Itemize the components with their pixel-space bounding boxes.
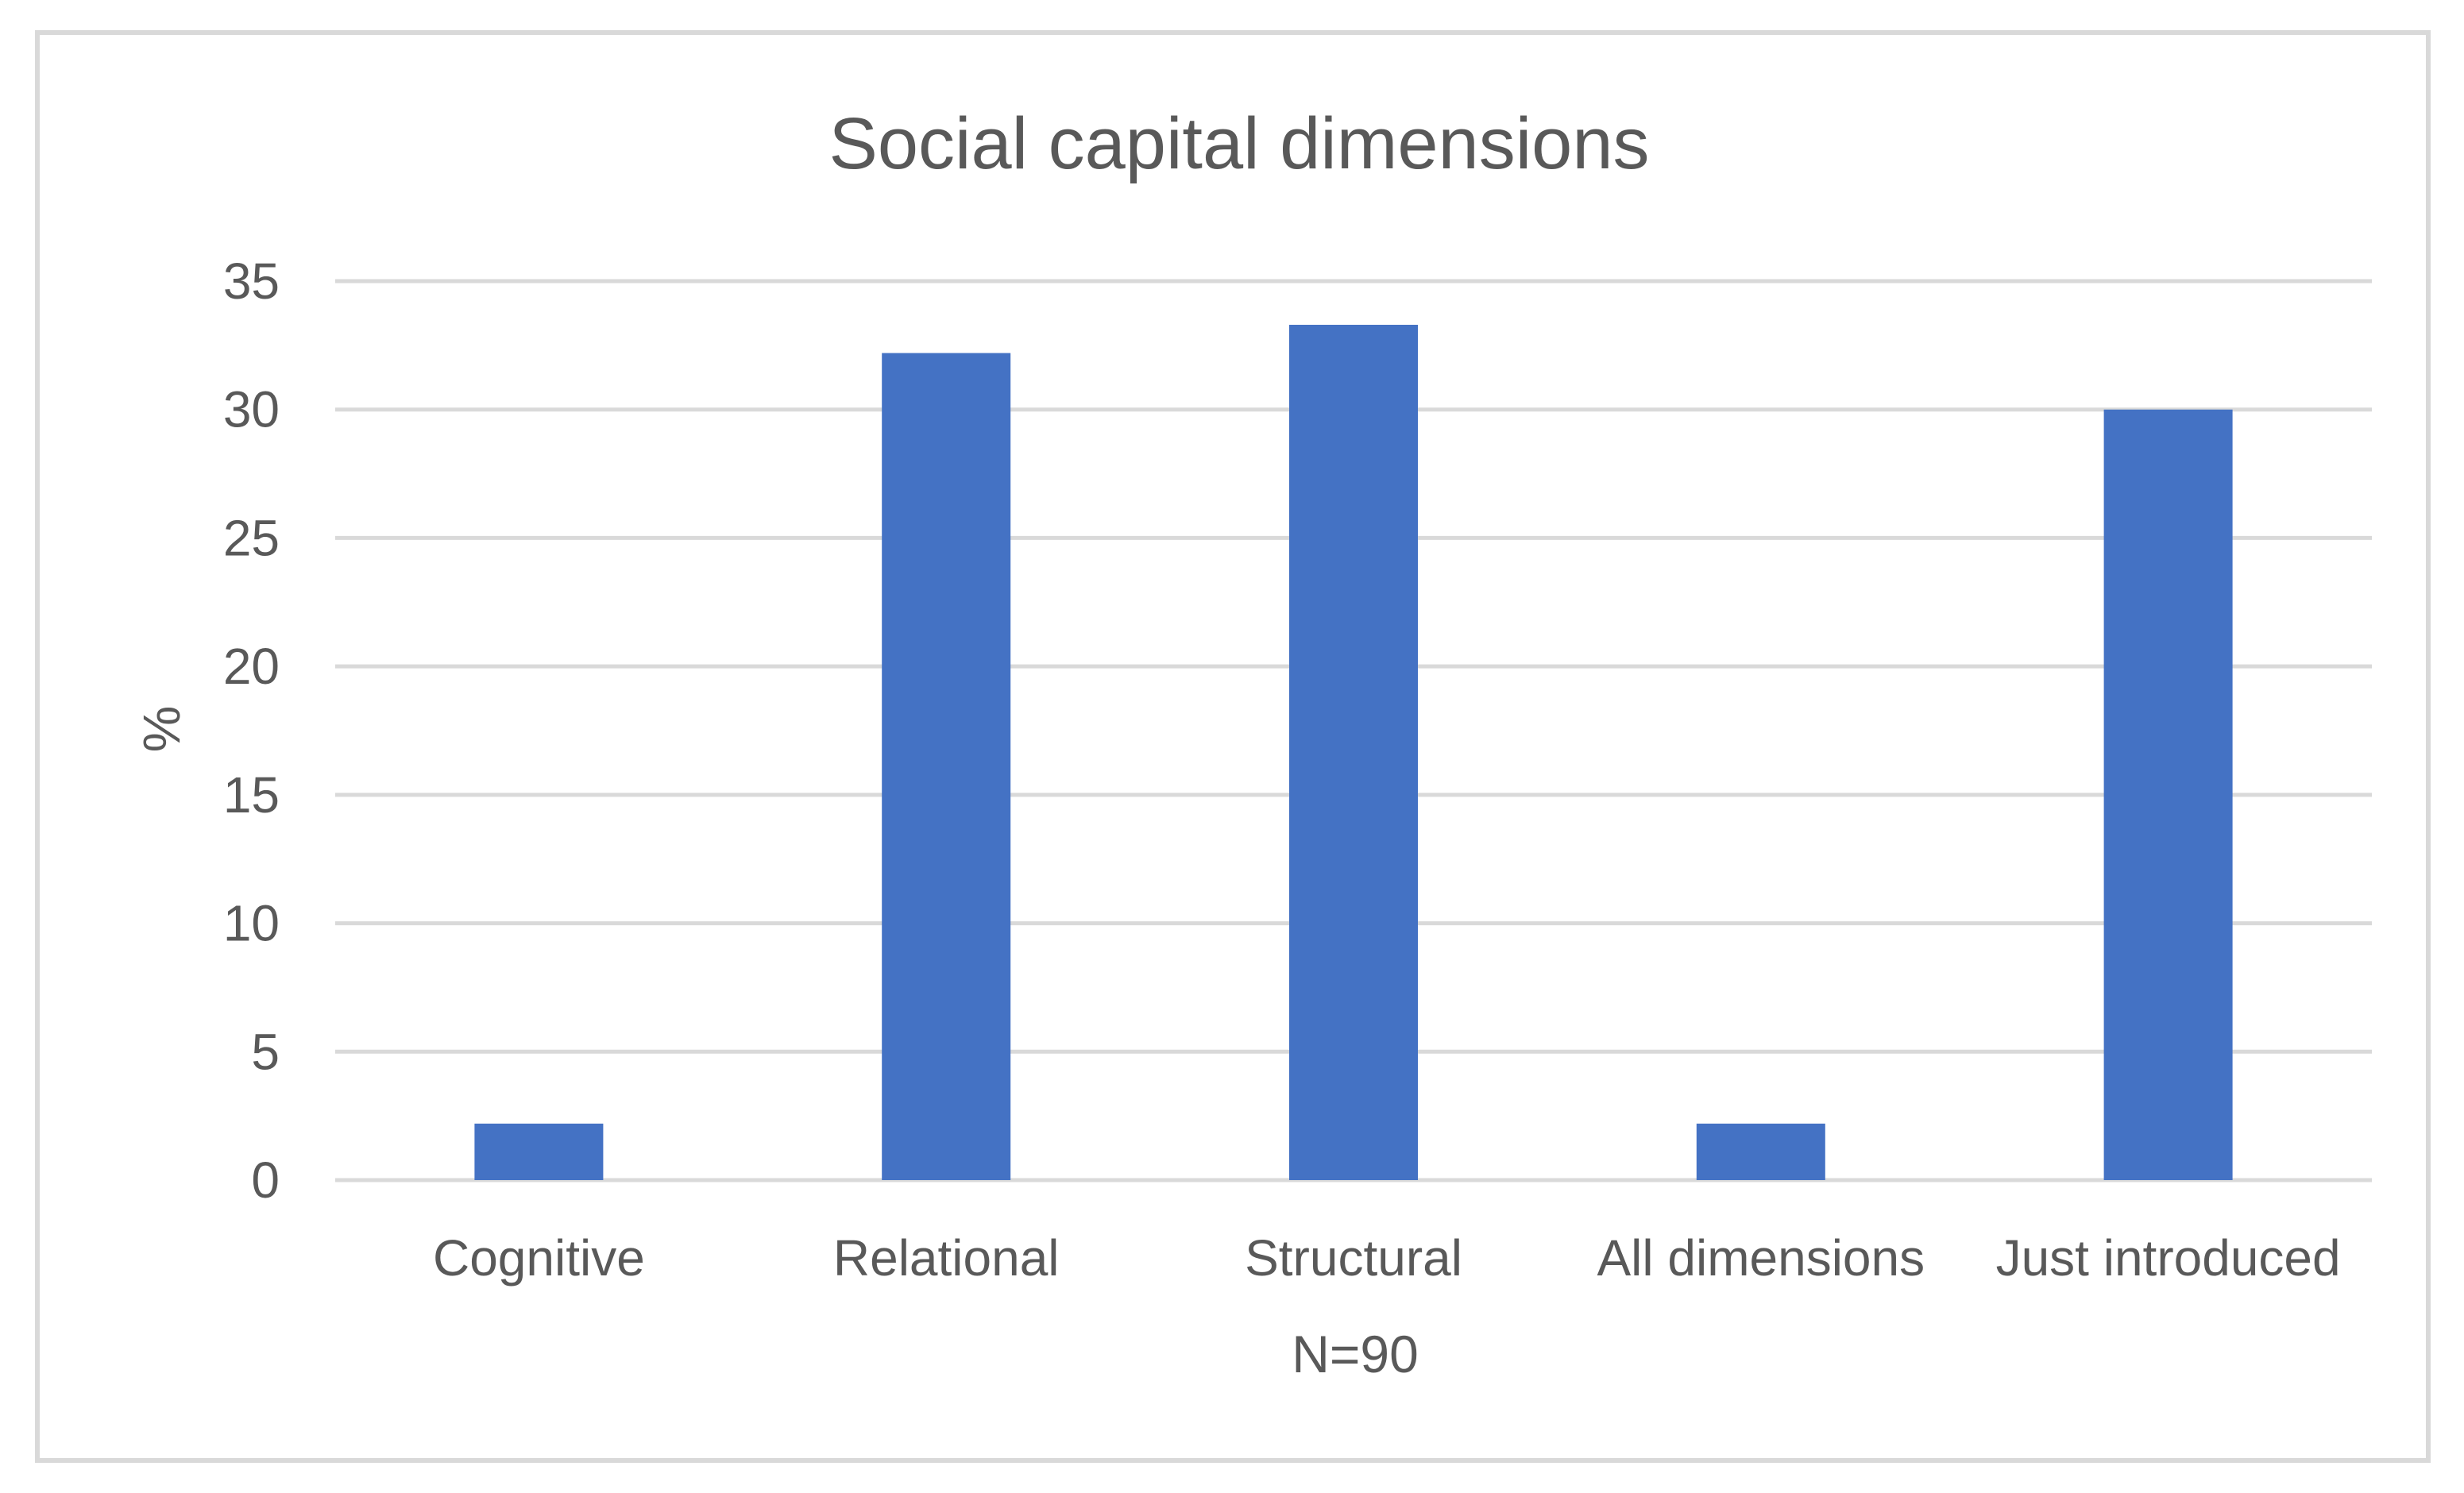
bar-all-dimensions [1696, 1123, 1825, 1180]
y-tick-label: 15 [223, 766, 280, 824]
x-tick-label: Relational [833, 1229, 1060, 1287]
y-axis-title: % [132, 706, 191, 753]
x-tick-label: Structural [1245, 1229, 1462, 1287]
bar-relational [882, 353, 1011, 1180]
chart-frame [35, 30, 2431, 1463]
bar-just-introduced [2103, 409, 2233, 1180]
x-tick-label: All dimensions [1597, 1229, 1925, 1287]
y-tick-label: 20 [223, 638, 280, 695]
y-tick-label: 30 [223, 381, 280, 438]
chart-title: Social capital dimensions [829, 103, 1650, 184]
x-tick-label: Cognitive [433, 1229, 645, 1287]
x-axis-ticks: Cognitive Relational Structural All dimensi… [433, 1229, 2341, 1287]
y-tick-label: 0 [251, 1152, 280, 1209]
x-tick-label: Just introduced [1996, 1229, 2341, 1287]
y-tick-label: 10 [223, 895, 280, 952]
x-axis-title: N=90 [1292, 1325, 1419, 1383]
y-tick-label: 5 [251, 1023, 280, 1080]
y-axis-ticks: 0 5 10 15 20 25 30 35 [223, 253, 280, 1209]
bar-structural [1289, 324, 1418, 1180]
y-tick-label: 35 [223, 253, 280, 310]
y-tick-label: 25 [223, 509, 280, 566]
bar-cognitive [474, 1123, 604, 1180]
bars [474, 324, 2233, 1180]
